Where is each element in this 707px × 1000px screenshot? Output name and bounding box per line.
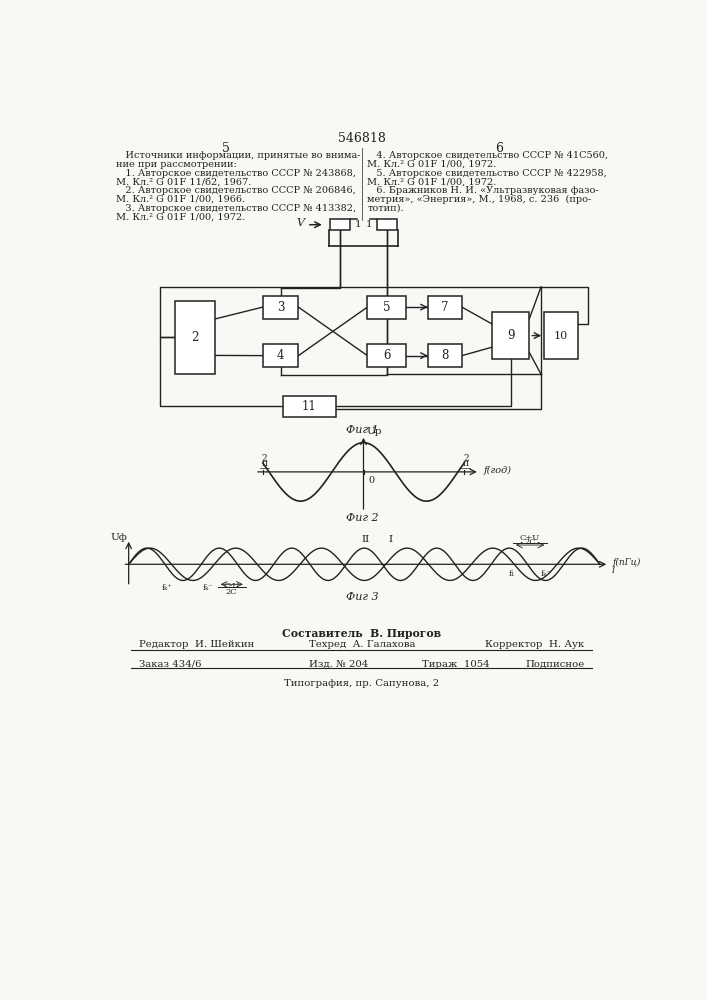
- Text: Заказ 434/6: Заказ 434/6: [139, 660, 201, 669]
- Text: 2: 2: [192, 331, 199, 344]
- Text: 1. Авторское свидетельство СССР № 243868,: 1. Авторское свидетельство СССР № 243868…: [115, 169, 356, 178]
- Text: 4: 4: [277, 349, 284, 362]
- Text: 5. Авторское свидетельство СССР № 422958,: 5. Авторское свидетельство СССР № 422958…: [368, 169, 607, 178]
- Text: 1: 1: [366, 220, 372, 229]
- Text: Подписное: Подписное: [525, 660, 585, 669]
- Bar: [330, 219, 351, 230]
- Text: 6: 6: [383, 349, 390, 362]
- Text: 10: 10: [554, 331, 568, 341]
- Text: Фиг 2: Фиг 2: [346, 513, 378, 523]
- Text: Редактор  И. Шейкин: Редактор И. Шейкин: [139, 640, 254, 649]
- Text: 2: 2: [262, 454, 267, 463]
- Bar: [377, 219, 397, 230]
- Bar: [283, 396, 336, 417]
- Text: π: π: [463, 459, 469, 468]
- Text: fₖ⁺: fₖ⁺: [162, 584, 173, 592]
- Bar: [263, 296, 298, 319]
- Text: I: I: [389, 534, 392, 544]
- Text: Типография, пр. Сапунова, 2: Типография, пр. Сапунова, 2: [284, 679, 440, 688]
- Bar: [428, 344, 462, 367]
- Text: 5: 5: [383, 301, 390, 314]
- Text: 11: 11: [302, 400, 317, 413]
- Text: π: π: [262, 459, 267, 468]
- Text: 3. Авторское свидетельство СССР № 413382,: 3. Авторское свидетельство СССР № 413382…: [115, 204, 356, 213]
- Text: Изд. № 204: Изд. № 204: [309, 660, 368, 669]
- Text: 6. Бражников Н. И. «Ультразвуковая фазо-: 6. Бражников Н. И. «Ультразвуковая фазо-: [368, 186, 599, 195]
- Text: 7: 7: [441, 301, 449, 314]
- Text: Составитель  В. Пирогов: Составитель В. Пирогов: [282, 628, 441, 639]
- Text: f(пГц): f(пГц): [612, 558, 641, 567]
- Text: C+U: C+U: [520, 534, 540, 542]
- Bar: [368, 344, 406, 367]
- Bar: [263, 344, 298, 367]
- Text: М. Кл.² G 01F 1/00, 1972.: М. Кл.² G 01F 1/00, 1972.: [115, 213, 245, 222]
- Text: 5: 5: [223, 142, 230, 155]
- Text: М. Кл.² G 01F 1/00, 1972.: М. Кл.² G 01F 1/00, 1972.: [368, 177, 497, 186]
- Bar: [544, 312, 578, 359]
- Text: II: II: [362, 534, 370, 544]
- Text: 3: 3: [277, 301, 284, 314]
- Text: f(год): f(год): [484, 466, 512, 475]
- Text: 1: 1: [355, 220, 361, 229]
- Text: Фиг 1: Фиг 1: [346, 425, 378, 435]
- Text: Uф: Uф: [110, 533, 127, 542]
- Text: f₁: f₁: [508, 570, 515, 578]
- Bar: [368, 296, 406, 319]
- Text: fₖ⁻: fₖ⁻: [203, 584, 214, 592]
- Text: 2. Авторское свидетельство СССР № 206846,: 2. Авторское свидетельство СССР № 206846…: [115, 186, 355, 195]
- Text: метрия», «Энергия», М., 1968, с. 236  (про-: метрия», «Энергия», М., 1968, с. 236 (пр…: [368, 195, 592, 204]
- Text: fₖ⁻: fₖ⁻: [540, 570, 551, 578]
- Text: 9: 9: [507, 329, 515, 342]
- Text: Корректор  Н. Аук: Корректор Н. Аук: [485, 640, 585, 649]
- Text: Фиг 3: Фиг 3: [346, 592, 378, 602]
- Text: 4. Авторское свидетельство СССР № 41С560,: 4. Авторское свидетельство СССР № 41С560…: [368, 151, 609, 160]
- Text: 6: 6: [495, 142, 503, 155]
- Text: М. Кл.² G 01F 11/б2, 1967.: М. Кл.² G 01F 11/б2, 1967.: [115, 177, 251, 186]
- Text: Uр: Uр: [367, 427, 382, 436]
- Text: 2C: 2C: [525, 538, 536, 546]
- Text: Техред  А. Галахова: Техред А. Галахова: [309, 640, 415, 649]
- Text: C-U: C-U: [223, 582, 240, 590]
- Text: 2: 2: [463, 454, 469, 463]
- Text: Тираж  1054: Тираж 1054: [421, 660, 489, 669]
- Text: ние при рассмотрении:: ние при рассмотрении:: [115, 160, 236, 169]
- Bar: [175, 301, 216, 374]
- Bar: [492, 312, 530, 359]
- Text: Источники информации, принятые во внима-: Источники информации, принятые во внима-: [115, 151, 360, 160]
- Text: 2C: 2C: [226, 588, 238, 596]
- Text: 8: 8: [441, 349, 448, 362]
- Text: l: l: [612, 566, 614, 575]
- Text: 546818: 546818: [339, 132, 386, 145]
- Text: тотип).: тотип).: [368, 204, 404, 213]
- Bar: [428, 296, 462, 319]
- Text: М. Кл.² G 01F 1/00, 1972.: М. Кл.² G 01F 1/00, 1972.: [368, 160, 497, 169]
- Text: 0: 0: [368, 476, 374, 485]
- Text: V: V: [297, 218, 305, 228]
- Text: М. Кл.² G 01F 1/00, 1966.: М. Кл.² G 01F 1/00, 1966.: [115, 195, 245, 204]
